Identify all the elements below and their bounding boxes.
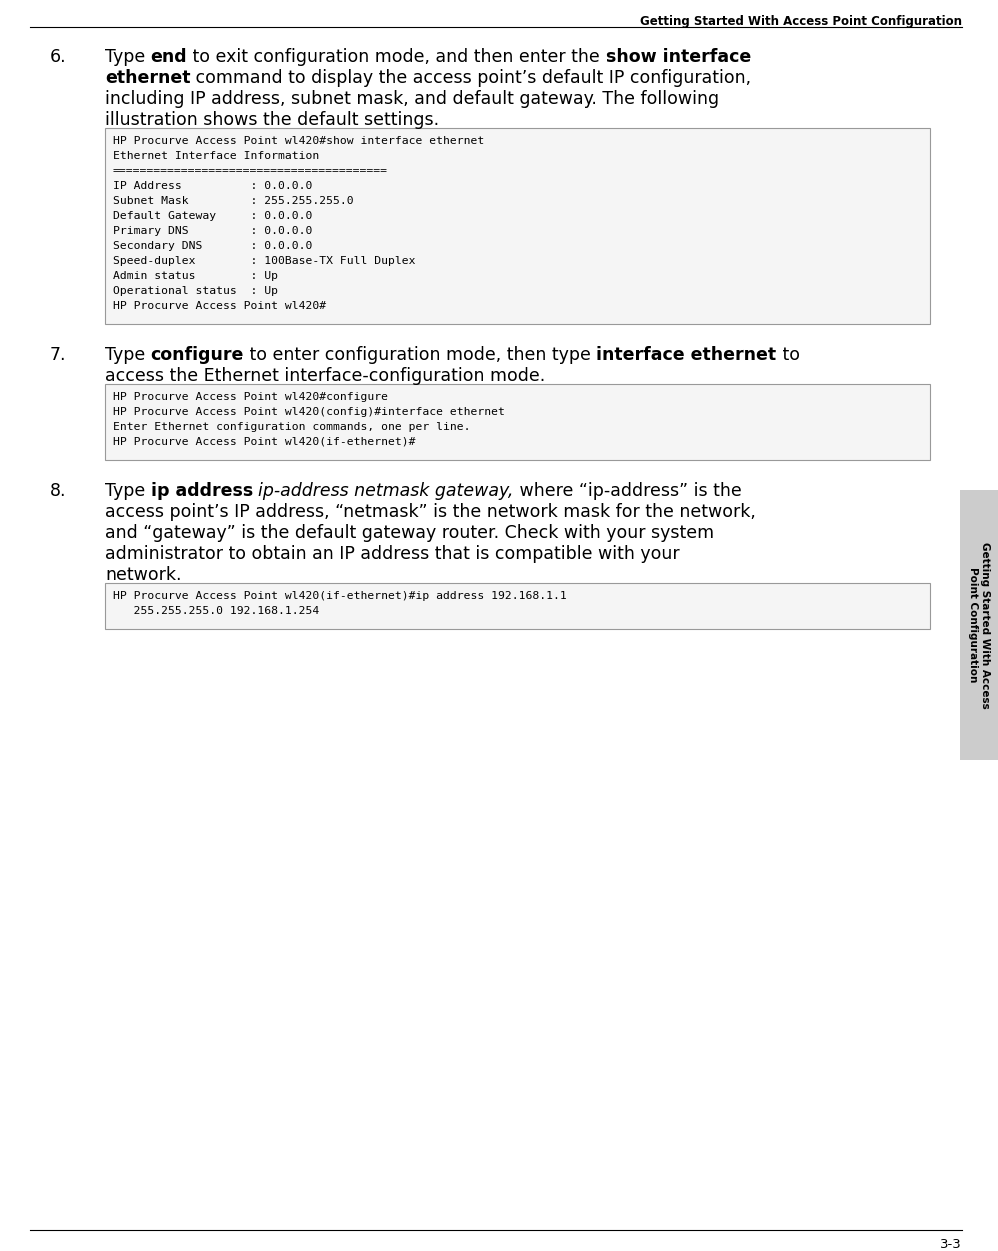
Text: HP Procurve Access Point wl420#configure: HP Procurve Access Point wl420#configure [113, 392, 388, 402]
Bar [960, 490, 998, 761]
Text: illustration shows the default settings.: illustration shows the default settings. [105, 111, 439, 129]
Text: command to display the access point’s default IP configuration,: command to display the access point’s de… [191, 69, 751, 88]
FancyBboxPatch shape [105, 128, 930, 324]
Text: HP Procurve Access Point wl420(if-ethernet)#: HP Procurve Access Point wl420(if-ethern… [113, 437, 415, 447]
Text: HP Procurve Access Point wl420(if-ethernet)#ip address 192.168.1.1: HP Procurve Access Point wl420(if-ethern… [113, 590, 567, 600]
Text: ethernet: ethernet [105, 69, 191, 88]
Text: ========================================: ======================================== [113, 166, 388, 176]
Text: Admin status        : Up: Admin status : Up [113, 271, 278, 281]
Text: to exit configuration mode, and then enter the: to exit configuration mode, and then ent… [188, 48, 606, 66]
Text: HP Procurve Access Point wl420(config)#interface ethernet: HP Procurve Access Point wl420(config)#i… [113, 407, 505, 417]
Text: administrator to obtain an IP address that is compatible with your: administrator to obtain an IP address th… [105, 545, 680, 563]
Text: network.: network. [105, 565, 182, 584]
Text: ip address: ip address [151, 482, 253, 500]
Text: Primary DNS         : 0.0.0.0: Primary DNS : 0.0.0.0 [113, 226, 312, 236]
Text: to: to [776, 347, 799, 364]
Text: 6.: 6. [50, 48, 67, 66]
Text: Type: Type [105, 48, 151, 66]
Text: Operational status  : Up: Operational status : Up [113, 286, 278, 296]
FancyBboxPatch shape [105, 583, 930, 629]
Text: 3-3: 3-3 [940, 1238, 962, 1251]
Text: interface ethernet: interface ethernet [597, 347, 776, 364]
Text: Type: Type [105, 347, 151, 364]
Text: where “ip-address” is the: where “ip-address” is the [514, 482, 742, 500]
Text: ip-address netmask gateway,: ip-address netmask gateway, [258, 482, 514, 500]
Text: Getting Started With Access
Point Configuration: Getting Started With Access Point Config… [968, 542, 990, 708]
Text: Enter Ethernet configuration commands, one per line.: Enter Ethernet configuration commands, o… [113, 422, 470, 432]
Text: Speed-duplex        : 100Base-TX Full Duplex: Speed-duplex : 100Base-TX Full Duplex [113, 256, 415, 266]
Text: show interface: show interface [606, 48, 750, 66]
Text: 7.: 7. [50, 347, 67, 364]
Text: 255.255.255.0 192.168.1.254: 255.255.255.0 192.168.1.254 [113, 605, 319, 615]
Text: to enter configuration mode, then type: to enter configuration mode, then type [245, 347, 597, 364]
Text: access the Ethernet interface-configuration mode.: access the Ethernet interface-configurat… [105, 367, 545, 385]
Text: HP Procurve Access Point wl420#: HP Procurve Access Point wl420# [113, 301, 326, 311]
Text: HP Procurve Access Point wl420#show interface ethernet: HP Procurve Access Point wl420#show inte… [113, 136, 484, 146]
Text: Secondary DNS       : 0.0.0.0: Secondary DNS : 0.0.0.0 [113, 241, 312, 251]
Text: including IP address, subnet mask, and default gateway. The following: including IP address, subnet mask, and d… [105, 90, 720, 108]
Text: Getting Started With Access Point Configuration: Getting Started With Access Point Config… [640, 15, 962, 28]
FancyBboxPatch shape [105, 384, 930, 460]
Text: Type: Type [105, 482, 151, 500]
Text: and “gateway” is the default gateway router. Check with your system: and “gateway” is the default gateway rou… [105, 524, 715, 542]
Text: 8.: 8. [50, 482, 67, 500]
Text: configure: configure [151, 347, 245, 364]
Text: Ethernet Interface Information: Ethernet Interface Information [113, 151, 319, 161]
Text: access point’s IP address, “netmask” is the network mask for the network,: access point’s IP address, “netmask” is … [105, 503, 755, 520]
Text: Default Gateway     : 0.0.0.0: Default Gateway : 0.0.0.0 [113, 211, 312, 221]
Text: IP Address          : 0.0.0.0: IP Address : 0.0.0.0 [113, 181, 312, 191]
Text: end: end [151, 48, 188, 66]
Text: Subnet Mask         : 255.255.255.0: Subnet Mask : 255.255.255.0 [113, 196, 353, 206]
